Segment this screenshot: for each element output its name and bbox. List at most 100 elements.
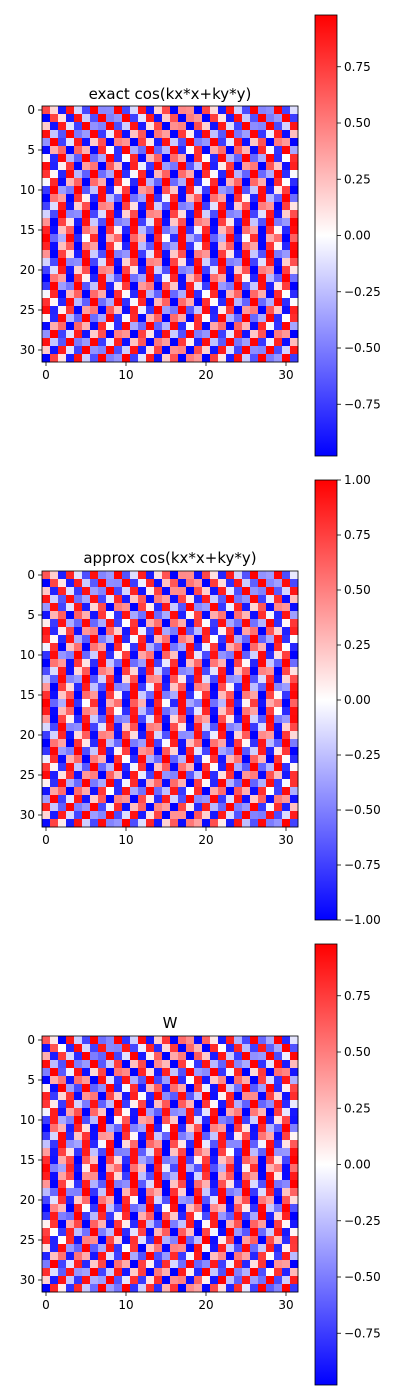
heatmap-cell (250, 1100, 259, 1109)
heatmap-cell (242, 1252, 251, 1261)
heatmap-cell (266, 1212, 275, 1221)
heatmap-cell (162, 1076, 171, 1085)
heatmap-cell (210, 1044, 219, 1053)
heatmap-cell (74, 106, 83, 115)
heatmap-cell (258, 154, 267, 163)
heatmap-cell (138, 154, 147, 163)
heatmap-cell (258, 346, 267, 355)
heatmap-cell (186, 651, 195, 660)
heatmap-cell (42, 579, 51, 588)
heatmap-cell (170, 787, 179, 796)
heatmap-cell (226, 1116, 235, 1125)
heatmap-cell (194, 274, 203, 283)
heatmap-cell (290, 314, 299, 323)
heatmap-cell (74, 771, 83, 780)
colorbar-gradient (315, 480, 337, 920)
heatmap-cell (98, 226, 107, 235)
heatmap-cell (242, 1172, 251, 1181)
heatmap-cell (154, 338, 163, 347)
heatmap-cell (130, 170, 139, 179)
heatmap-cell (282, 683, 291, 692)
heatmap-cell (138, 699, 147, 708)
heatmap-cell (130, 186, 139, 195)
heatmap-cell (98, 1252, 107, 1261)
heatmap-cell (290, 747, 299, 756)
heatmap-cell (290, 675, 299, 684)
heatmap-cell (98, 1116, 107, 1125)
heatmap-cell (274, 651, 283, 660)
heatmap-cell (194, 1132, 203, 1141)
heatmap-cell (218, 611, 227, 620)
heatmap-cell (226, 1092, 235, 1101)
heatmap-cell (258, 146, 267, 155)
heatmap-cell (106, 330, 115, 339)
heatmap-cell (154, 322, 163, 331)
heatmap-cell (266, 795, 275, 804)
heatmap-cell (234, 146, 243, 155)
heatmap-cell (50, 210, 59, 219)
heatmap-cell (114, 699, 123, 708)
heatmap-cell (274, 1116, 283, 1125)
heatmap-cell (50, 1172, 59, 1181)
heatmap-cell (98, 571, 107, 580)
heatmap-cell (122, 667, 131, 676)
heatmap-cell (250, 266, 259, 275)
heatmap-cell (90, 571, 99, 580)
heatmap-cell (138, 338, 147, 347)
heatmap-cell (66, 1260, 75, 1269)
x-tick-label: 30 (278, 833, 293, 847)
heatmap-cell (114, 635, 123, 644)
x-tick-label: 0 (42, 833, 50, 847)
heatmap-cell (154, 330, 163, 339)
heatmap-cell (186, 266, 195, 275)
heatmap-cell (186, 130, 195, 139)
heatmap-cell (234, 1036, 243, 1045)
heatmap-cell (138, 122, 147, 131)
heatmap-cell (202, 266, 211, 275)
panel-approx: approx cos(kx*x+ky*y) 0 10 20 30 0510152025… (20, 473, 381, 927)
heatmap-cell (98, 1220, 107, 1229)
heatmap-cell (170, 699, 179, 708)
heatmap-cell (242, 258, 251, 267)
heatmap-cell (194, 1116, 203, 1125)
heatmap-cell (226, 1108, 235, 1117)
heatmap-cell (98, 1140, 107, 1149)
heatmap-cell (138, 1268, 147, 1277)
heatmap-cell (122, 771, 131, 780)
heatmap-cell (98, 234, 107, 243)
heatmap-cell (258, 635, 267, 644)
heatmap-cell (154, 258, 163, 267)
heatmap-cell (50, 707, 59, 716)
heatmap-cell (98, 595, 107, 604)
heatmap-cell (114, 795, 123, 804)
heatmap-cell (242, 691, 251, 700)
heatmap-cell (290, 218, 299, 227)
heatmap-cell (154, 1116, 163, 1125)
heatmap-cell (90, 1236, 99, 1245)
heatmap-cell (226, 1268, 235, 1277)
heatmap-cell (50, 138, 59, 147)
heatmap-cell (218, 218, 227, 227)
heatmap-cell (258, 330, 267, 339)
heatmap-cell (242, 707, 251, 716)
heatmap-cell (42, 242, 51, 251)
heatmap-cell (146, 595, 155, 604)
heatmap-cell (186, 194, 195, 203)
heatmap-cell (178, 771, 187, 780)
heatmap-cell (290, 1252, 299, 1261)
heatmap-cell (42, 1204, 51, 1213)
heatmap-cell (130, 603, 139, 612)
heatmap-cell (234, 154, 243, 163)
heatmap-cell (274, 747, 283, 756)
heatmap-cell (186, 787, 195, 796)
colorbar-tick-label: 0.25 (344, 638, 371, 652)
heatmap-cell (146, 1124, 155, 1133)
heatmap-cell (290, 1204, 299, 1213)
heatmap-cell (50, 1068, 59, 1077)
heatmap-cell (250, 747, 259, 756)
heatmap-cell (274, 1092, 283, 1101)
heatmap-cell (258, 210, 267, 219)
heatmap-cell (42, 258, 51, 267)
heatmap-cell (242, 771, 251, 780)
